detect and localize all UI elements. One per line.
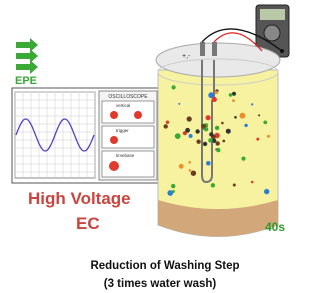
particle — [232, 92, 236, 96]
particle — [179, 164, 184, 169]
particle — [195, 129, 199, 133]
particle — [267, 135, 270, 138]
particle — [234, 116, 237, 119]
particle — [175, 133, 181, 139]
particle — [164, 124, 168, 128]
panel-label: vertical — [116, 103, 130, 108]
logo-text: EPE — [15, 75, 37, 87]
knob — [109, 161, 119, 171]
particle — [264, 189, 269, 194]
particle — [240, 113, 246, 119]
particle — [258, 114, 260, 116]
particle — [216, 141, 220, 145]
particle — [166, 121, 169, 124]
knob — [110, 136, 118, 144]
particle — [216, 148, 220, 152]
particle — [196, 140, 200, 144]
panel-label: trigger — [116, 128, 129, 133]
knob — [134, 111, 142, 119]
ec-label: EC — [76, 214, 100, 233]
particle — [208, 138, 212, 142]
particle — [209, 132, 213, 136]
particle — [189, 134, 193, 138]
particle — [232, 99, 235, 102]
knob — [110, 111, 118, 119]
particle — [191, 171, 196, 176]
particle — [204, 127, 208, 131]
panel-label: timebase — [116, 153, 135, 158]
particle — [256, 138, 259, 141]
multimeter-display — [260, 9, 285, 20]
oscilloscope: OSCILLOSCOPE vertical trigger timebase — [12, 88, 160, 183]
particle — [178, 103, 180, 105]
particle — [244, 124, 247, 127]
electrode-label: +,- — [182, 53, 191, 60]
caption-line: (3 times water wash) — [104, 278, 217, 290]
particle — [229, 93, 233, 97]
particle — [212, 139, 216, 143]
particle — [221, 122, 224, 125]
oscilloscope-title: OSCILLOSCOPE — [108, 94, 148, 100]
particle — [185, 128, 190, 133]
particle — [172, 85, 176, 89]
particle — [251, 181, 254, 184]
particle — [203, 142, 207, 146]
particle — [206, 161, 211, 166]
multimeter-dial — [264, 25, 280, 41]
caption-line: Reduction of Washing Step — [90, 260, 239, 272]
terminal — [212, 42, 217, 56]
particle — [215, 91, 218, 94]
time-label: 40s — [265, 220, 285, 234]
particle — [188, 161, 191, 164]
illustration: EPE OSCILLOSCOPE vertical trigger timeba… — [0, 0, 290, 293]
particle — [233, 184, 236, 187]
particle — [211, 183, 215, 187]
particle — [212, 97, 217, 102]
beaker: +,- — [156, 42, 280, 237]
particle — [251, 103, 253, 105]
particle — [206, 115, 211, 120]
particle — [187, 116, 192, 121]
particle — [222, 140, 225, 143]
lid — [156, 43, 280, 77]
particle — [189, 169, 192, 172]
particle — [172, 190, 175, 193]
terminal — [200, 42, 205, 56]
particle — [215, 126, 219, 130]
particle — [226, 129, 231, 134]
particle — [263, 121, 267, 125]
particle — [171, 184, 175, 188]
high-voltage-label: High Voltage — [28, 189, 131, 208]
particle — [241, 157, 245, 161]
